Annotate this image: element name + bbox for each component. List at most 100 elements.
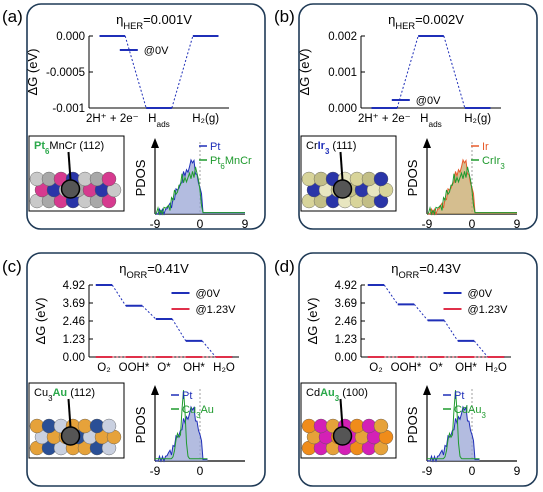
- subscript: 3: [48, 394, 53, 403]
- pdos-ylabel: PDOS: [133, 406, 148, 443]
- text-part: OOH*: [119, 362, 150, 374]
- pdos-area: [155, 160, 245, 214]
- y-tick-label: 4.92: [335, 280, 357, 292]
- y-axis-label: ΔG (eV): [25, 49, 40, 96]
- structure-label: CdAu3 (100): [306, 387, 368, 403]
- y-tick-label: 4.92: [63, 280, 85, 292]
- y-tick-label: 0.000: [328, 103, 357, 115]
- overpotential-title: ηORR=0.43V: [391, 261, 461, 280]
- subscript: ads: [428, 120, 441, 129]
- text-part: =0.001V: [143, 12, 192, 27]
- subscript: 3: [196, 411, 201, 420]
- text-part: 2H⁺ + 2e⁻: [358, 113, 411, 125]
- text-part: O₂: [369, 362, 382, 374]
- subscript: 3: [482, 411, 487, 420]
- y-axis-label: ΔG (eV): [33, 298, 48, 345]
- pdos-area: [427, 407, 480, 461]
- text-part: Pt: [34, 140, 45, 152]
- text-part: H₂O: [485, 362, 507, 374]
- text-part: =0.41V: [147, 261, 189, 276]
- pdos-arrow: [423, 138, 431, 148]
- y-tick-label: 2.46: [335, 316, 357, 328]
- x-category-label: O₂: [97, 362, 110, 374]
- energy-connector: [141, 305, 157, 320]
- energy-connector: [201, 340, 217, 358]
- panel-label: (d): [274, 257, 295, 276]
- pdos-legend-label: CdAu3: [454, 404, 487, 420]
- adsorbate-atom: [60, 426, 81, 446]
- subscript: HER: [123, 21, 143, 31]
- panel-b: (b) ηHER=0.002V 0.002 0.001 0.000 ΔG (eV) 2H⁺ …: [274, 3, 538, 231]
- text-part: Ir: [482, 141, 489, 153]
- y-tick-label: 3.69: [335, 298, 357, 310]
- adsorption-arrow: [339, 151, 344, 181]
- panel-label: (a): [2, 7, 23, 26]
- pdos-curve: [427, 390, 480, 460]
- overpotential-title: ηHER=0.002V: [388, 12, 464, 31]
- text-part: H: [148, 113, 156, 125]
- subscript: 3: [500, 162, 505, 171]
- pdos-legend-label: Pt: [182, 390, 192, 402]
- y-axis-label: ΔG (eV): [305, 298, 320, 345]
- pdos-xtick: -9: [150, 464, 161, 478]
- overpotential-title: ηHER=0.001V: [116, 12, 192, 31]
- legend-label: @0V: [196, 288, 221, 300]
- pdos-legend-label: Pt: [454, 390, 464, 402]
- legend-label: @1.23V: [468, 304, 509, 316]
- panel-a: (a) ηHER=0.001V 0.000 -0.0005 -0.001 ΔG (eV) 2…: [2, 3, 266, 231]
- legend-label: @1.23V: [196, 304, 237, 316]
- x-category-label: OOH*: [391, 362, 422, 374]
- legend-label: @0V: [144, 45, 169, 57]
- text-part: Pt: [210, 141, 220, 153]
- pdos-legend-label: Ir: [482, 141, 489, 153]
- text-part: η: [116, 12, 123, 27]
- pdos-legend-label: Cu3Au: [182, 404, 214, 420]
- text-part: OH*: [455, 362, 477, 374]
- adsorbate-atom: [332, 426, 353, 446]
- subscript: 3: [325, 147, 330, 156]
- pdos-arrow: [151, 385, 159, 395]
- subscript: ORR: [398, 270, 419, 280]
- pdos-xtick: 9: [514, 464, 521, 478]
- pdos-area: [427, 160, 517, 214]
- energy-connector: [396, 35, 419, 109]
- subscript: 3: [335, 394, 340, 403]
- adsorbate-atom: [60, 179, 81, 199]
- x-category-label: Hads: [420, 113, 442, 129]
- text-part: Cd: [306, 387, 320, 399]
- text-part: η: [391, 261, 398, 276]
- y-tick-label: 0.001: [328, 67, 357, 79]
- y-tick-label: 1.23: [63, 334, 85, 346]
- pdos-xtick: 9: [242, 217, 249, 231]
- overpotential-title: ηORR=0.41V: [119, 261, 189, 280]
- x-category-label: OH*: [183, 362, 205, 374]
- adsorption-arrow: [67, 151, 72, 181]
- x-category-label: Hads: [148, 113, 170, 129]
- panel-label: (c): [2, 257, 22, 276]
- structure-label: CrIr3 (111): [306, 140, 356, 156]
- text-part: Cr: [306, 140, 318, 152]
- pdos-legend-label: Pt6MnCr: [210, 155, 252, 171]
- structure-label: Pt6MnCr (112): [34, 140, 104, 156]
- text-part: Pt: [182, 390, 192, 402]
- x-category-label: 2H⁺ + 2e⁻: [86, 113, 139, 125]
- text-part: Au: [52, 387, 67, 399]
- y-tick-label: 0.002: [328, 31, 357, 43]
- x-category-label: OOH*: [119, 362, 150, 374]
- y-tick-label: 1.23: [335, 334, 357, 346]
- text-part: Cu: [34, 387, 48, 399]
- x-category-label: O*: [157, 362, 171, 374]
- y-tick-label: -0.001: [52, 103, 85, 115]
- pdos-ylabel: PDOS: [405, 406, 420, 443]
- panel-c: (c) ηORR=0.41V 4.92 3.69 2.46 1.23 0.00 ΔG (eV)…: [2, 252, 266, 487]
- text-part: O₂: [97, 362, 110, 374]
- adsorption-arrow: [67, 398, 72, 428]
- text-part: (111): [329, 140, 356, 152]
- panel-label: (b): [274, 7, 295, 26]
- y-tick-label: 0.00: [63, 352, 85, 364]
- subscript: 6: [220, 162, 225, 171]
- energy-connector: [124, 35, 147, 109]
- legend-label: @0V: [416, 95, 441, 107]
- text-part: η: [388, 12, 395, 27]
